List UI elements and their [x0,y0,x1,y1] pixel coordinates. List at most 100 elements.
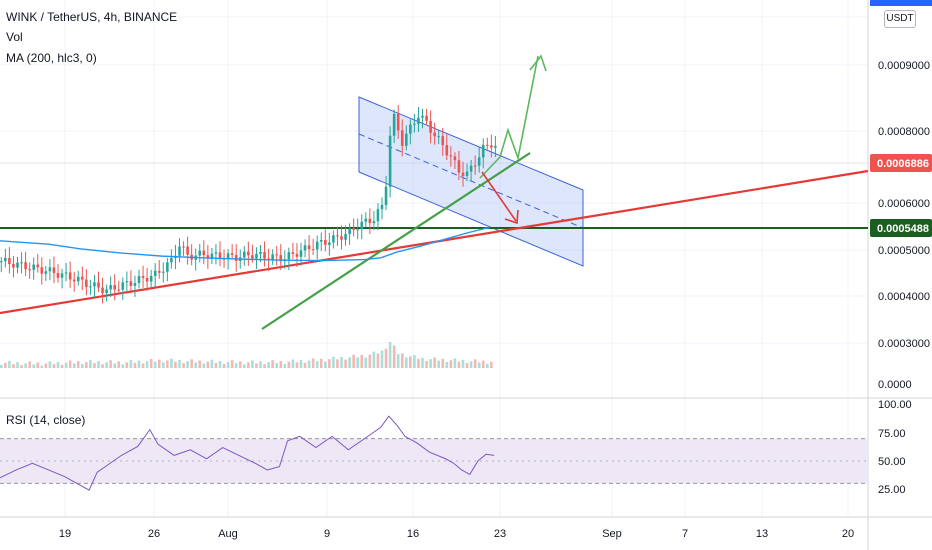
volume-bar [437,360,440,368]
candle-body [449,155,453,157]
volume-bar [372,351,376,368]
volume-bar [473,359,477,368]
volume-bar [238,361,242,368]
ma-200-line [0,226,491,262]
volume-bar [16,362,19,368]
current-price-label: 0.0006886 [877,158,929,170]
support-price-box [870,219,932,237]
candle-body [182,246,185,248]
candle-body [97,282,100,288]
candle-body [198,250,202,256]
volume-bar [328,359,331,368]
volume-bar [405,357,408,368]
time-tick-label: Aug [218,528,238,540]
volume-bar [417,359,420,368]
volume-bar [141,363,145,368]
candle-body [44,271,48,274]
candle-body [178,246,181,256]
candle-body [76,276,80,282]
candle-body [56,273,60,278]
volume-bar [441,358,445,368]
candle-body [413,123,416,125]
volume-bar [421,357,424,368]
price-tick-label: 0.0005000 [878,245,930,257]
volume-bar [247,362,250,368]
candle-body [263,252,266,259]
candle-body [20,262,23,264]
candle-body [299,250,303,257]
candle-body [287,252,291,260]
candle-body [121,282,125,290]
candle-body [8,258,11,264]
volume-bar [352,354,355,368]
volume-bar [368,354,372,368]
candle-body [72,279,76,282]
candle-body [291,252,295,254]
volume-bar [311,358,315,368]
volume-bar [279,361,283,368]
time-tick-label: 26 [148,528,160,540]
volume-bar [109,360,112,368]
candle-body [48,267,52,272]
candle-body [433,132,436,137]
volume-bar [481,360,485,368]
candle-body [477,157,481,166]
candle-body [465,171,469,176]
volume-bar [117,361,121,368]
volume-bars [0,342,493,368]
volume-bar [263,364,266,368]
vol-legend[interactable]: Vol [6,30,23,44]
candle-body [109,285,112,290]
volume-bar [465,363,469,368]
volume-bar [490,361,493,368]
candle-body [328,242,331,245]
candle-body [409,124,412,134]
candle-body [324,240,327,245]
volume-bar [425,361,428,368]
rsi-tick-label: 25.00 [878,484,906,496]
volume-bar [303,362,307,368]
volume-bar [113,363,116,368]
time-tick-label: 19 [59,528,71,540]
candle-body [105,289,108,294]
candle-body [307,245,311,250]
volume-bar [477,362,481,368]
candle-body [392,113,396,136]
bullish-projection-arrow [479,55,539,179]
volume-bar [32,364,35,368]
candle-body [214,252,218,254]
volume-bar [8,360,11,368]
candle-body [457,160,461,173]
rsi-tick-label: 100.00 [878,399,912,411]
candle-body [352,228,355,230]
volume-bar [76,361,80,368]
candle-body [218,252,222,259]
candle-body [133,283,137,286]
candle-body [275,254,278,256]
candle-body [356,229,359,231]
volume-bar [72,363,76,368]
volume-bar [64,362,68,368]
time-tick-label: 23 [494,528,506,540]
candle-body [117,289,121,291]
candle-body [380,205,384,210]
candle-body [85,279,88,288]
rsi-tick-label: 75.00 [878,428,906,440]
price-tick-label: 0.0004000 [878,291,930,303]
volume-bar [384,348,388,368]
candle-body [157,270,161,273]
rsi-legend[interactable]: RSI (14, close) [6,413,86,427]
currency-unit-button[interactable]: USDT [884,10,916,28]
candle-body [481,144,485,158]
candle-body [113,285,116,290]
volume-bar [48,361,52,368]
candle-body [234,254,238,261]
projection-arrows[interactable] [479,54,547,225]
volume-bar [121,364,125,368]
ma-legend[interactable]: MA (200, hlc3, 0) [6,51,97,65]
candle-body [429,120,432,133]
candle-body [384,186,388,206]
rsi-14-line [0,415,495,491]
candle-body [93,282,96,287]
